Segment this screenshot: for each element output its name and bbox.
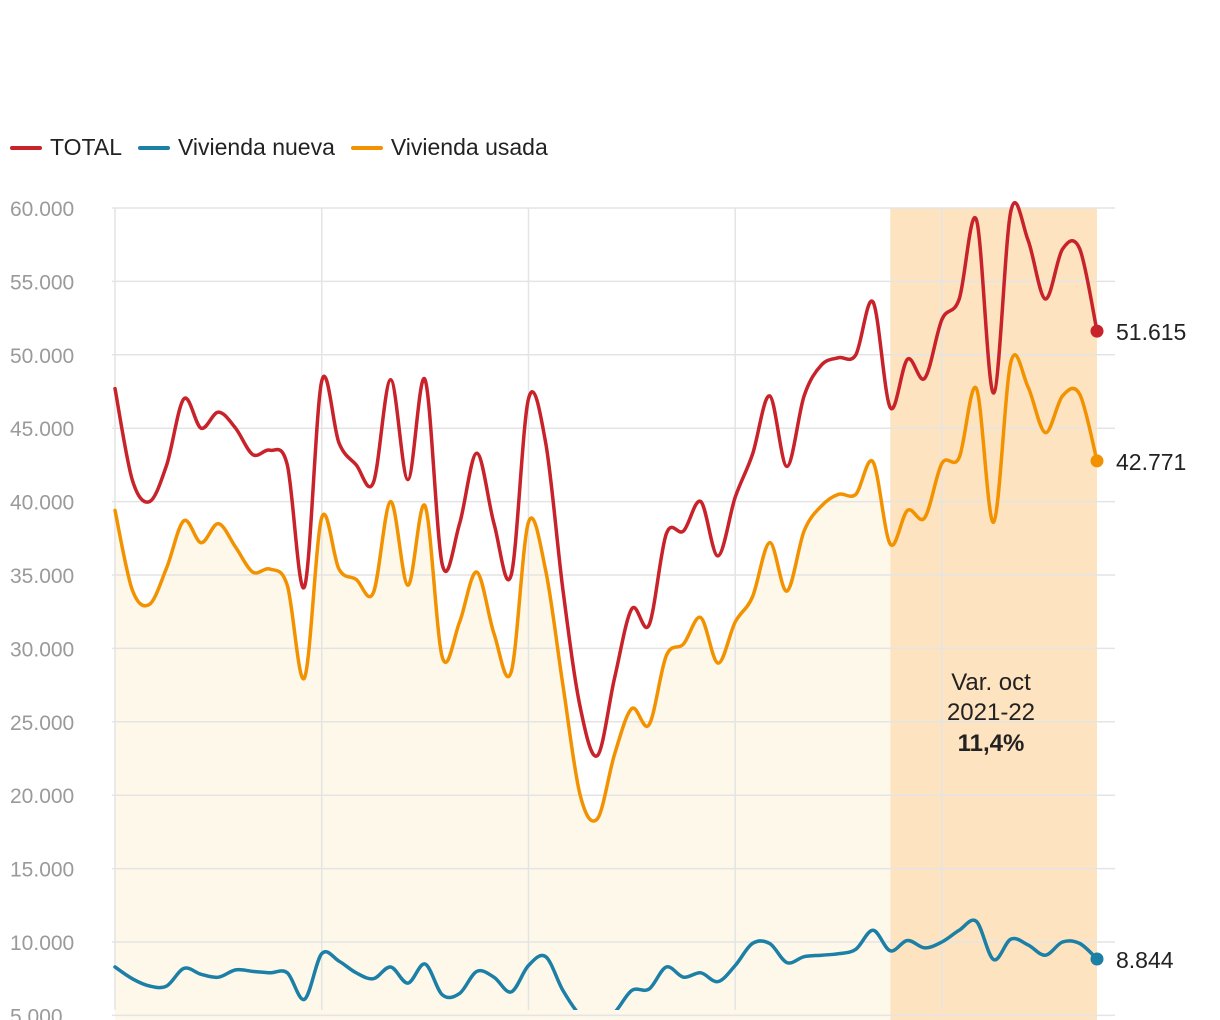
- legend-swatch-vivienda-usada: [350, 145, 383, 150]
- highlight-rect: [890, 208, 1097, 1020]
- series-lines: [113, 201, 1099, 1010]
- legend-label-total: TOTAL: [50, 134, 122, 160]
- y-tick-label: 5.000: [10, 1005, 63, 1020]
- y-tick-label: 50.000: [10, 345, 74, 368]
- series-line-vivienda-nueva: [113, 918, 1099, 1010]
- annotation-value: 11,4%: [958, 730, 1025, 757]
- legend-item-total[interactable]: TOTAL: [10, 134, 122, 161]
- gridlines: [112, 207, 1115, 1017]
- y-tick-label: 25.000: [10, 712, 74, 735]
- series-line-total: [113, 201, 1099, 758]
- end-marker-vivienda-usada: [1090, 454, 1104, 468]
- y-tick-label: 45.000: [10, 418, 74, 441]
- legend-swatch-total: [10, 145, 42, 150]
- y-tick-label: 35.000: [10, 565, 74, 588]
- legend: TOTAL Vivienda nueva Vivienda usada: [10, 134, 548, 161]
- y-tick-label: 60.000: [10, 198, 74, 221]
- legend-label-vivienda-usada: Vivienda usada: [390, 134, 548, 160]
- area-fill-vivienda-usada: [115, 460, 891, 1020]
- end-label-total: 51.615: [1116, 319, 1186, 345]
- y-tick-label: 30.000: [10, 638, 74, 661]
- annotation: Var. oct 2021-22 11,4%: [947, 669, 1035, 757]
- legend-swatch-vivienda-nueva: [138, 145, 170, 150]
- annotation-line1: Var. oct: [951, 669, 1031, 696]
- y-tick-label: 20.000: [10, 785, 74, 808]
- end-marker-total: [1090, 324, 1104, 338]
- area-fill: [115, 460, 891, 1020]
- y-tick-label: 40.000: [10, 492, 74, 515]
- y-axis-ticks: 5.000 10.000 15.000 20.000 25.000 30.000 35.00…: [10, 198, 74, 1020]
- end-label-vivienda-nueva: 8.844: [1116, 947, 1174, 973]
- legend-label-vivienda-nueva: Vivienda nueva: [178, 134, 335, 160]
- y-tick-label: 10.000: [10, 932, 74, 955]
- annotation-line2: 2021-22: [947, 699, 1035, 726]
- legend-item-vivienda-usada[interactable]: Vivienda usada: [350, 134, 548, 161]
- y-tick-label: 15.000: [10, 859, 74, 882]
- series-end-markers: 51.615 8.844 42.771: [1090, 319, 1186, 973]
- series-line-vivienda-usada: [113, 353, 1099, 823]
- highlight-region: [890, 208, 1097, 1020]
- legend-item-vivienda-nueva[interactable]: Vivienda nueva: [138, 134, 335, 161]
- end-label-vivienda-usada: 42.771: [1116, 449, 1186, 475]
- end-marker-vivienda-nueva: [1090, 952, 1104, 966]
- y-tick-label: 55.000: [10, 271, 74, 294]
